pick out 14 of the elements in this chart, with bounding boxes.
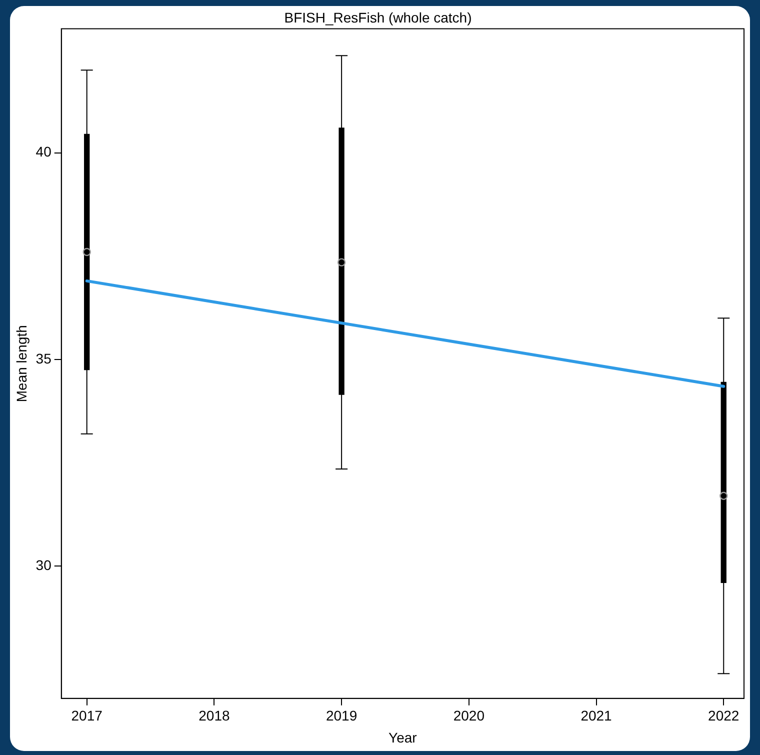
x-tick-label: 2019 (326, 708, 358, 724)
y-tick-label: 35 (36, 350, 52, 366)
y-axis-title: Mean length (13, 325, 30, 402)
x-tick-label: 2022 (708, 708, 740, 724)
x-axis-title: Year (388, 729, 418, 746)
x-tick-label: 2017 (71, 708, 103, 724)
x-tick-label: 2018 (198, 708, 230, 724)
chart-title: BFISH_ResFish (whole catch) (284, 9, 472, 26)
y-tick-label: 30 (36, 556, 52, 573)
bar (720, 382, 726, 583)
x-tick-label: 2021 (580, 708, 612, 724)
point (720, 492, 728, 500)
x-tick-label: 2020 (453, 708, 485, 724)
y-tick-label: 40 (36, 144, 52, 160)
